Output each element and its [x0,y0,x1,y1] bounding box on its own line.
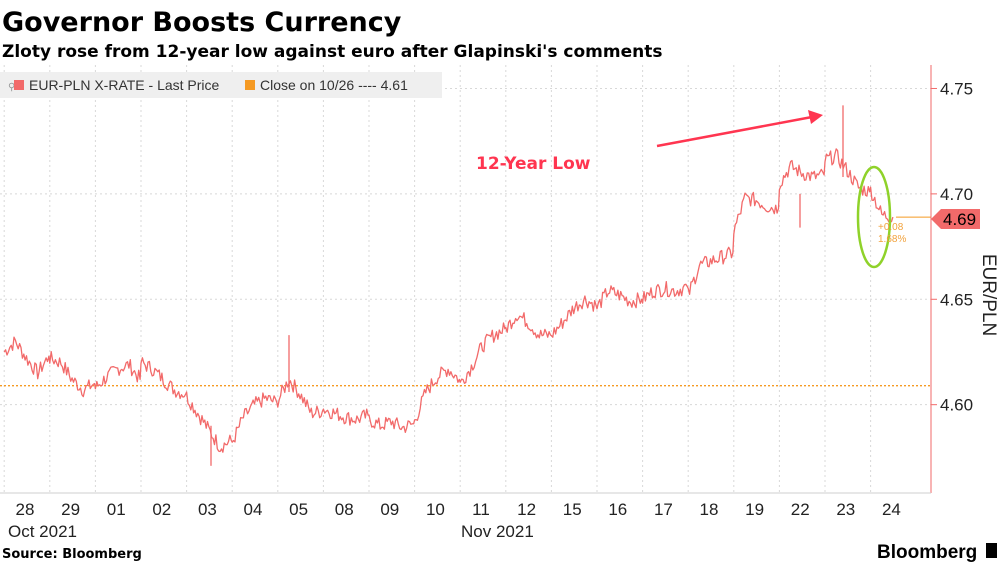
x-tick-label: 12 [517,500,536,519]
x-tick-label: 29 [61,500,80,519]
y-axis-title: EUR/PLN [978,254,999,336]
reference-line-group [0,216,931,387]
change-annotation-pct: 1.68% [878,234,906,245]
gridlines [0,65,931,493]
y-tick-label: 4.75 [940,79,973,98]
annotation-arrow-head [808,110,823,124]
x-tick-label: 18 [700,500,719,519]
legend-pin-icon: ⚲ [8,82,15,93]
x-month-label: Oct 2021 [8,522,77,541]
x-axis-months: Oct 2021 Nov 2021 [8,522,534,541]
x-tick-label: 19 [745,500,764,519]
x-tick-label: 09 [380,500,399,519]
x-tick-label: 04 [244,500,263,519]
source-note: Source: Bloomberg [2,547,142,562]
x-tick-label: 28 [16,500,35,519]
x-month-label: Nov 2021 [461,522,534,541]
legend-swatch-price [14,80,24,90]
y-tick-label: 4.70 [940,185,973,204]
annotation-12-year-low: 12-Year Low [476,154,591,174]
legend-box [0,72,442,98]
x-tick-label: 11 [472,500,490,519]
x-tick-label: 02 [152,500,171,519]
price-series-line [3,148,894,453]
x-tick-label: 17 [654,500,673,519]
y-tick-label: 4.60 [940,396,973,415]
x-axis-ticks: 28 29 01 02 03 04 05 08 09 10 11 12 15 16 17 18 19 22 23 24 [16,500,901,519]
y-tick-label: 4.65 [940,290,973,309]
last-value-label: 4.69 [943,210,976,229]
bloomberg-logo: Bloomberg [877,542,977,563]
x-tick-label: 08 [335,500,354,519]
last-value-tag [931,209,980,229]
x-tick-label: 16 [608,500,627,519]
x-tick-label: 24 [882,500,901,519]
x-tick-label: 15 [563,500,582,519]
change-annotation-abs: +0.08 [878,222,904,233]
highlight-circle [856,165,892,269]
x-tick-label: 03 [198,500,217,519]
chart-title: Governor Boosts Currency [2,7,402,38]
annotation-arrow-line [656,115,813,148]
x-tick-label: 05 [289,500,308,519]
legend-label-price: EUR-PLN X-RATE - Last Price [29,77,220,93]
chart-subtitle: Zloty rose from 12-year low against euro… [2,42,662,62]
x-tick-label: 10 [426,500,445,519]
x-tick-label: 01 [107,500,126,519]
legend-label-close: Close on 10/26 ---- 4.61 [260,77,408,93]
x-tick-label: 22 [791,500,810,519]
x-tick-label: 23 [836,500,855,519]
y-axis-ticks: 4.60 4.65 4.70 4.75 [931,79,973,415]
legend-swatch-close [245,80,255,90]
bloomberg-terminal-icon [986,543,997,558]
series-group [3,105,894,466]
